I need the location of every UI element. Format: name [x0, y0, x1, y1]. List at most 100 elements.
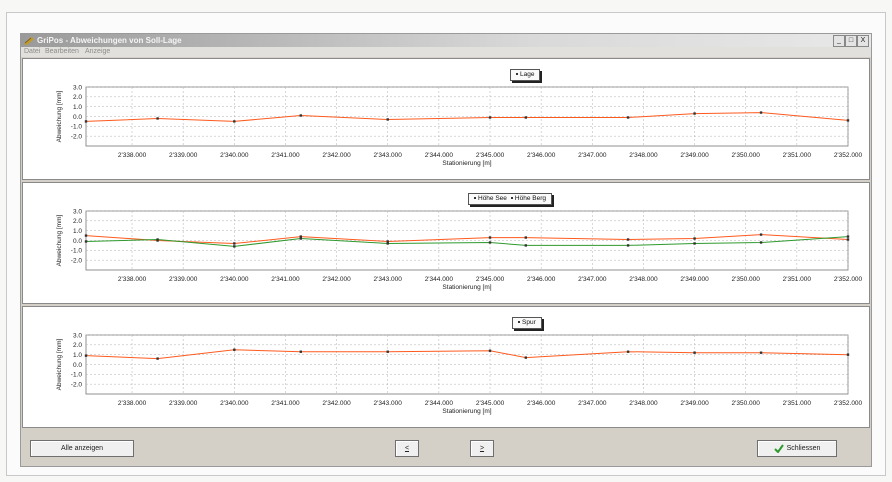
data-point	[233, 120, 236, 123]
y-tick-label: 2.0	[73, 342, 82, 349]
app-icon	[24, 37, 34, 45]
chart-legend: Spur	[512, 317, 542, 329]
chart-panel-spur: 3.0 2.0 1.0 0.0 -1.0 -2.0 2'338.000 2'339.000 2'…	[22, 306, 870, 428]
chart-hoehe: 3.0 2.0 1.0 0.0 -1.0 -2.0 2'338.000 2'339.000 2'…	[56, 208, 863, 291]
x-axis-label: Stationierung [m]	[442, 284, 491, 291]
x-axis-label: Stationierung [m]	[442, 160, 491, 167]
x-tick-label: 2'348.000	[629, 400, 658, 407]
data-point	[299, 114, 302, 117]
data-point	[233, 242, 236, 245]
data-point	[488, 241, 492, 244]
x-tick-label: 2'345.000	[476, 400, 505, 407]
x-tick-label: 2'339.000	[169, 152, 198, 159]
x-tick-label: 2'349.000	[680, 276, 709, 283]
y-tick-label: 0.0	[73, 238, 82, 245]
show-all-label: Alle anzeigen	[60, 445, 104, 452]
x-tick-label: 2'341.000	[271, 276, 300, 283]
chart-lage: 3.0 2.0 1.0 0.0 -1.0 -2.0 2'338.000 2'339.000 2'…	[56, 84, 863, 167]
x-tick-label: 2'339.000	[169, 400, 198, 407]
x-tick-label: 2'346.000	[527, 152, 556, 159]
y-tick-label: 1.0	[73, 228, 82, 235]
previous-label: <	[404, 445, 410, 452]
x-tick-label: 2'343.000	[374, 400, 403, 407]
title-bar[interactable]: GriPos - Abweichungen von Soll-Lage _ □ …	[21, 34, 871, 47]
data-point	[759, 241, 763, 244]
menu-bar: Datei Bearbeiten Anzeige	[21, 47, 871, 57]
menu-anzeige[interactable]: Anzeige	[85, 48, 111, 55]
y-tick-label: 1.0	[73, 104, 82, 111]
data-point	[846, 235, 850, 238]
chart-legend: Lage	[510, 69, 541, 81]
x-tick-label: 2'352.000	[834, 152, 863, 159]
x-tick-label: 2'343.000	[374, 276, 403, 283]
x-tick-label: 2'344.000	[425, 276, 454, 283]
x-tick-label: 2'348.000	[629, 276, 658, 283]
x-tick-label: 2'351.000	[783, 276, 812, 283]
close-button[interactable]: Schliessen	[757, 440, 837, 457]
x-tick-label: 2'343.000	[374, 152, 403, 159]
y-tick-label: -2.0	[71, 257, 83, 264]
x-tick-label: 2'344.000	[425, 152, 454, 159]
x-axis-label: Stationierung [m]	[442, 408, 491, 415]
legend-marker	[474, 196, 476, 199]
legend-marker	[510, 196, 513, 199]
data-point	[386, 118, 389, 121]
data-point	[759, 351, 763, 354]
data-point	[846, 119, 850, 122]
legend-label: Spur	[522, 319, 536, 326]
y-tick-label: 1.0	[73, 352, 82, 359]
close-window-button[interactable]: X	[857, 35, 869, 47]
data-point	[524, 236, 528, 239]
data-point	[233, 348, 236, 351]
x-tick-label: 2'350.000	[732, 276, 761, 283]
x-tick-label: 2'349.000	[680, 400, 709, 407]
menu-datei[interactable]: Datei	[24, 48, 41, 55]
x-tick-label: 2'352.000	[834, 400, 863, 407]
data-point	[626, 238, 630, 241]
x-tick-label: 2'348.000	[629, 152, 658, 159]
legend-marker	[516, 72, 518, 75]
previous-button[interactable]: <	[395, 440, 419, 457]
x-tick-label: 2'349.000	[680, 152, 709, 159]
x-tick-label: 2'350.000	[732, 400, 761, 407]
x-tick-label: 2'340.000	[220, 276, 249, 283]
next-label: >	[479, 445, 485, 452]
close-label: Schliessen	[786, 445, 821, 452]
menu-bearbeiten[interactable]: Bearbeiten	[45, 48, 79, 55]
maximize-button[interactable]: □	[845, 35, 857, 47]
y-tick-label: 3.0	[73, 208, 82, 215]
legend-label: Höhe See	[478, 195, 507, 202]
data-point	[84, 234, 88, 237]
x-tick-label: 2'351.000	[783, 400, 812, 407]
data-point	[84, 120, 88, 123]
chart-spur: 3.0 2.0 1.0 0.0 -1.0 -2.0 2'338.000 2'339.000 2'…	[56, 332, 863, 415]
data-point	[846, 238, 850, 241]
x-tick-label: 2'342.000	[322, 152, 351, 159]
x-tick-label: 2'341.000	[271, 152, 300, 159]
y-tick-label: 2.0	[73, 94, 82, 101]
x-tick-label: 2'345.000	[476, 152, 505, 159]
x-tick-label: 2'345.000	[476, 276, 505, 283]
next-button[interactable]: >	[470, 440, 494, 457]
y-tick-label: -1.0	[71, 372, 83, 379]
data-point	[488, 236, 492, 239]
data-point	[156, 357, 159, 360]
x-tick-label: 2'338.000	[118, 276, 147, 283]
x-tick-label: 2'346.000	[527, 276, 556, 283]
chart-legend: Höhe See Höhe Berg	[468, 193, 552, 205]
x-tick-label: 2'347.000	[578, 400, 607, 407]
y-tick-label: -2.0	[71, 381, 83, 388]
show-all-button[interactable]: Alle anzeigen	[30, 440, 134, 457]
minimize-button[interactable]: _	[833, 35, 845, 47]
data-point	[524, 244, 528, 247]
x-tick-label: 2'341.000	[271, 400, 300, 407]
legend-marker	[518, 320, 520, 323]
data-point	[156, 117, 159, 120]
data-point	[488, 349, 492, 352]
x-tick-label: 2'352.000	[834, 276, 863, 283]
legend-label: Höhe Berg	[514, 195, 546, 202]
x-tick-label: 2'342.000	[322, 400, 351, 407]
data-point	[759, 111, 763, 114]
app-window: GriPos - Abweichungen von Soll-Lage _ □ …	[20, 33, 872, 467]
x-tick-label: 2'344.000	[425, 400, 454, 407]
